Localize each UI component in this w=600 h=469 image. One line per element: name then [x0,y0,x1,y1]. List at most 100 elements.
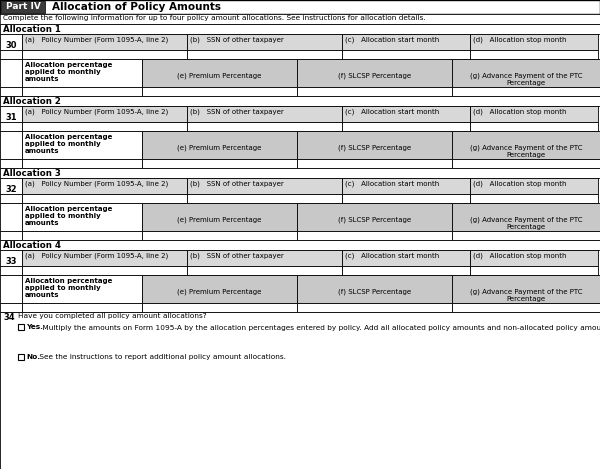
Bar [470,106,598,122]
Bar [187,50,342,59]
Bar [452,87,600,96]
Bar [0,87,22,96]
Text: Allocation percentage
applied to monthly
amounts: Allocation percentage applied to monthly… [25,278,112,298]
Text: 32: 32 [5,185,17,194]
Bar [0,194,22,203]
Bar [142,131,297,159]
Bar [142,203,297,231]
Bar [470,250,598,266]
Bar [470,50,598,59]
Text: Allocation 2: Allocation 2 [3,97,61,106]
Text: Allocation percentage
applied to monthly
amounts: Allocation percentage applied to monthly… [25,62,112,82]
Bar [342,250,470,266]
Bar [0,106,22,122]
Text: 34: 34 [3,313,14,322]
Bar [22,203,142,231]
Text: (d)   Allocation stop month: (d) Allocation stop month [473,108,566,114]
Bar [297,131,452,159]
Bar [297,87,452,96]
Bar [470,266,598,275]
Text: (f) SLCSP Percentage: (f) SLCSP Percentage [338,72,411,78]
Bar [0,240,600,250]
Bar [18,354,24,360]
Bar [0,131,22,159]
Text: (c)   Allocation start month: (c) Allocation start month [345,252,439,258]
Bar [0,59,22,87]
Text: Multiply the amounts on Form 1095-A by the allocation percentages entered by pol: Multiply the amounts on Form 1095-A by t… [40,324,600,331]
Bar [452,159,600,168]
Bar [297,159,452,168]
Text: (b)   SSN of other taxpayer: (b) SSN of other taxpayer [190,252,284,258]
Text: 30: 30 [5,41,17,50]
Text: (d)   Allocation stop month: (d) Allocation stop month [473,36,566,43]
Bar [22,87,142,96]
Bar [1,1,45,13]
Bar [470,122,598,131]
Text: (g) Advance Payment of the PTC
Percentage: (g) Advance Payment of the PTC Percentag… [470,216,582,229]
Bar [0,96,600,106]
Bar [0,34,22,50]
Bar [342,194,470,203]
Text: (a)   Policy Number (Form 1095-A, line 2): (a) Policy Number (Form 1095-A, line 2) [25,180,168,187]
Bar [452,203,600,231]
Bar [0,231,22,240]
Text: (a)   Policy Number (Form 1095-A, line 2): (a) Policy Number (Form 1095-A, line 2) [25,108,168,114]
Text: (e) Premium Percentage: (e) Premium Percentage [178,216,262,222]
Bar [187,122,342,131]
Bar [470,178,598,194]
Bar [297,275,452,303]
Text: Allocation percentage
applied to monthly
amounts: Allocation percentage applied to monthly… [25,134,112,154]
Bar [187,106,342,122]
Bar [342,50,470,59]
Text: (g) Advance Payment of the PTC
Percentage: (g) Advance Payment of the PTC Percentag… [470,72,582,85]
Bar [297,203,452,231]
Bar [22,59,142,87]
Text: (f) SLCSP Percentage: (f) SLCSP Percentage [338,144,411,151]
Bar [0,0,600,14]
Text: 31: 31 [5,113,17,122]
Text: (b)   SSN of other taxpayer: (b) SSN of other taxpayer [190,36,284,43]
Bar [0,50,22,59]
Bar [22,303,142,312]
Bar [22,159,142,168]
Text: (c)   Allocation start month: (c) Allocation start month [345,180,439,187]
Bar [342,266,470,275]
Bar [0,24,600,34]
Bar [18,324,24,330]
Bar [452,275,600,303]
Bar [187,34,342,50]
Bar [452,131,600,159]
Bar [142,159,297,168]
Text: Allocation 1: Allocation 1 [3,25,61,34]
Bar [297,231,452,240]
Bar [342,178,470,194]
Bar [22,50,187,59]
Text: Allocation of Policy Amounts: Allocation of Policy Amounts [52,2,221,12]
Bar [452,59,600,87]
Text: (a)   Policy Number (Form 1095-A, line 2): (a) Policy Number (Form 1095-A, line 2) [25,36,168,43]
Bar [187,178,342,194]
Text: (f) SLCSP Percentage: (f) SLCSP Percentage [338,288,411,295]
Bar [22,231,142,240]
Bar [22,178,187,194]
Text: (c)   Allocation start month: (c) Allocation start month [345,108,439,114]
Text: Allocation 4: Allocation 4 [3,241,61,250]
Bar [142,59,297,87]
Bar [187,266,342,275]
Bar [22,34,187,50]
Text: (e) Premium Percentage: (e) Premium Percentage [178,72,262,78]
Bar [0,266,22,275]
Bar [22,106,187,122]
Text: (d)   Allocation stop month: (d) Allocation stop month [473,252,566,258]
Text: Yes.: Yes. [26,324,43,330]
Text: 33: 33 [5,257,17,266]
Text: (d)   Allocation stop month: (d) Allocation stop month [473,180,566,187]
Text: (f) SLCSP Percentage: (f) SLCSP Percentage [338,216,411,222]
Bar [0,275,22,303]
Bar [142,275,297,303]
Bar [470,34,598,50]
Bar [0,159,22,168]
Text: See the instructions to report additional policy amount allocations.: See the instructions to report additiona… [37,354,286,360]
Text: (g) Advance Payment of the PTC
Percentage: (g) Advance Payment of the PTC Percentag… [470,288,582,302]
Text: (a)   Policy Number (Form 1095-A, line 2): (a) Policy Number (Form 1095-A, line 2) [25,252,168,258]
